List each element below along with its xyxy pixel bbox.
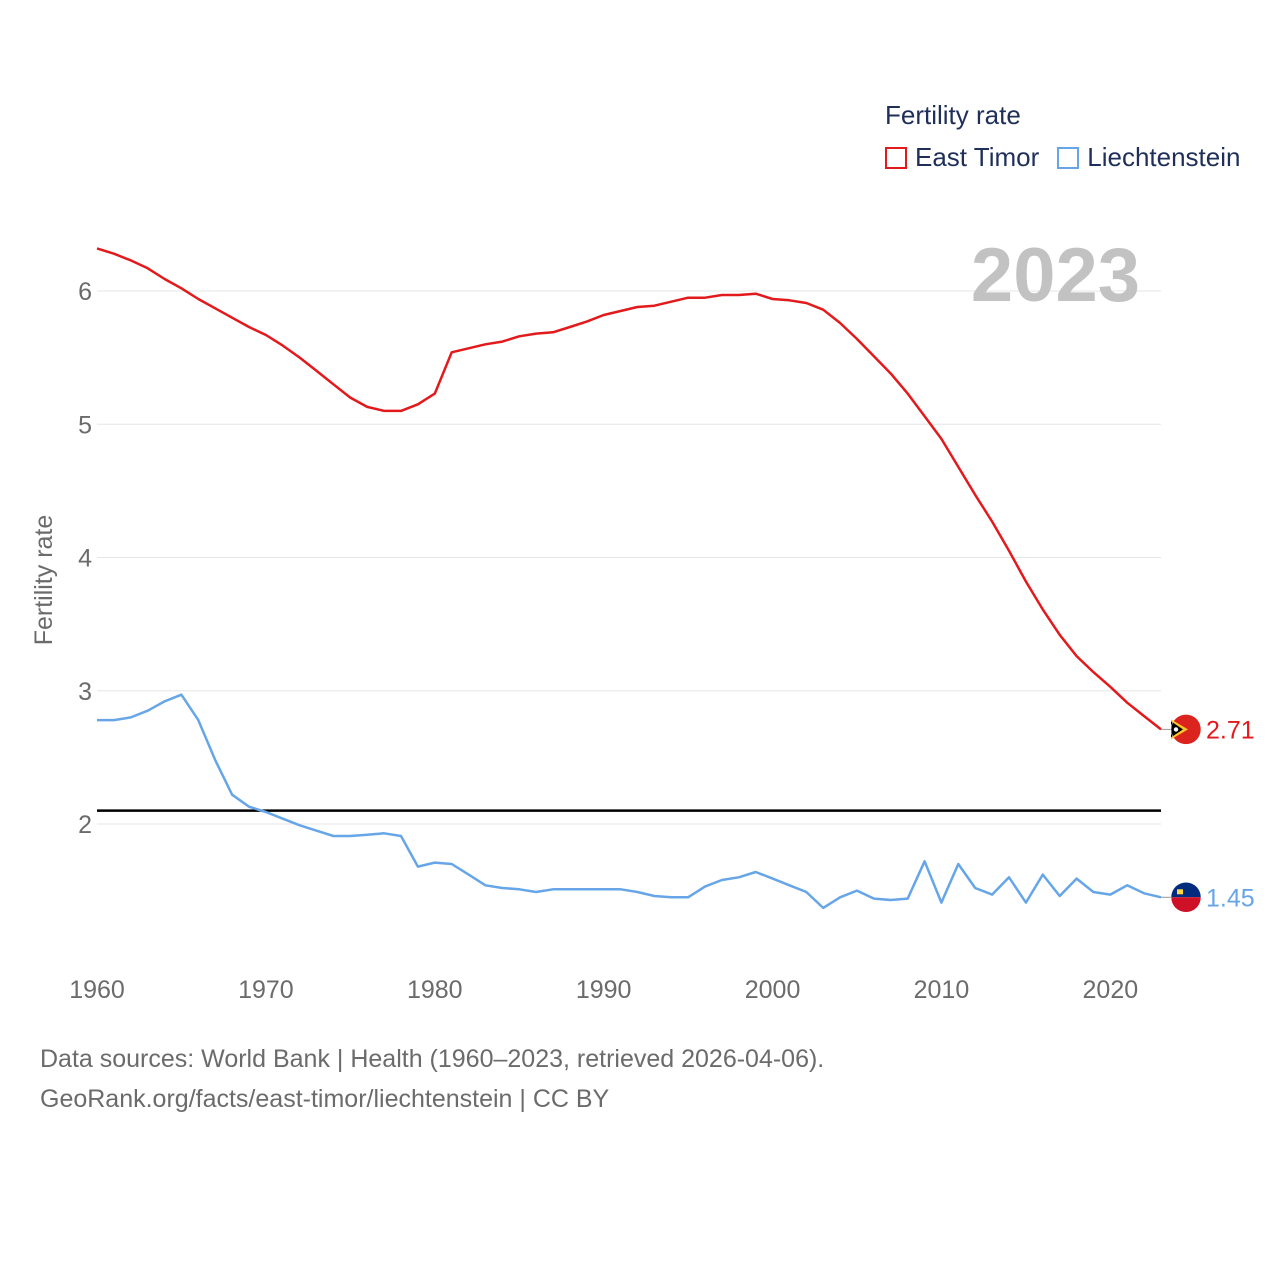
flag-star — [1173, 727, 1179, 732]
y-tick-label: 6 — [78, 278, 92, 306]
series-line-east-timor — [96, 247, 1162, 731]
flag-top-blue — [1171, 882, 1201, 898]
legend-swatch-east-timor — [885, 146, 907, 169]
year-label: 2023 — [970, 233, 1140, 318]
end-markers: 2.71 1.45 — [1161, 714, 1255, 913]
series-line-liechtenstein — [97, 693, 1162, 910]
x-axis-ticks: 1960 1970 1980 1990 2000 2010 2020 — [69, 976, 1138, 1004]
flag-outline — [1170, 882, 1202, 913]
source-line-1: Data sources: World Bank | Health (1960–… — [40, 1045, 825, 1073]
flag-marker-east-timor — [1170, 714, 1202, 745]
y-axis-label: Fertility rate — [30, 515, 58, 646]
y-tick-label: 3 — [78, 678, 92, 706]
legend: East Timor Liechtenstein — [885, 142, 1258, 173]
y-tick-label: 4 — [78, 545, 92, 573]
x-tick-label: 1960 — [69, 976, 125, 1004]
x-tick-label: 2000 — [745, 976, 801, 1004]
legend-swatch-liechtenstein — [1057, 146, 1080, 169]
end-value-label-east-timor: 2.71 — [1206, 716, 1255, 744]
x-tick-label: 1970 — [238, 976, 294, 1004]
series-lines — [96, 247, 1162, 910]
legend-title: Fertility rate — [885, 100, 1021, 130]
legend-label-east-timor: East Timor — [915, 142, 1040, 172]
x-tick-label: 2020 — [1083, 976, 1139, 1004]
x-tick-label: 2010 — [914, 976, 970, 1004]
x-tick-label: 1990 — [576, 976, 632, 1004]
y-axis-ticks: 2 3 4 5 6 — [78, 278, 92, 839]
grid-lines — [97, 290, 1161, 825]
flag-bottom-red — [1171, 897, 1201, 913]
source-line-2: GeoRank.org/facts/east-timor/liechtenste… — [40, 1085, 610, 1113]
flag-outline — [1170, 714, 1202, 745]
flag-crown — [1177, 889, 1183, 895]
legend-label-liechtenstein: Liechtenstein — [1087, 142, 1241, 172]
y-tick-label: 5 — [78, 411, 92, 439]
legend-item-liechtenstein[interactable]: Liechtenstein — [1057, 142, 1240, 173]
y-tick-label: 2 — [78, 811, 92, 839]
end-value-label-liechtenstein: 1.45 — [1206, 884, 1255, 912]
legend-item-east-timor[interactable]: East Timor — [885, 142, 1039, 173]
flag-marker-liechtenstein — [1170, 882, 1202, 913]
x-tick-label: 1980 — [407, 976, 463, 1004]
